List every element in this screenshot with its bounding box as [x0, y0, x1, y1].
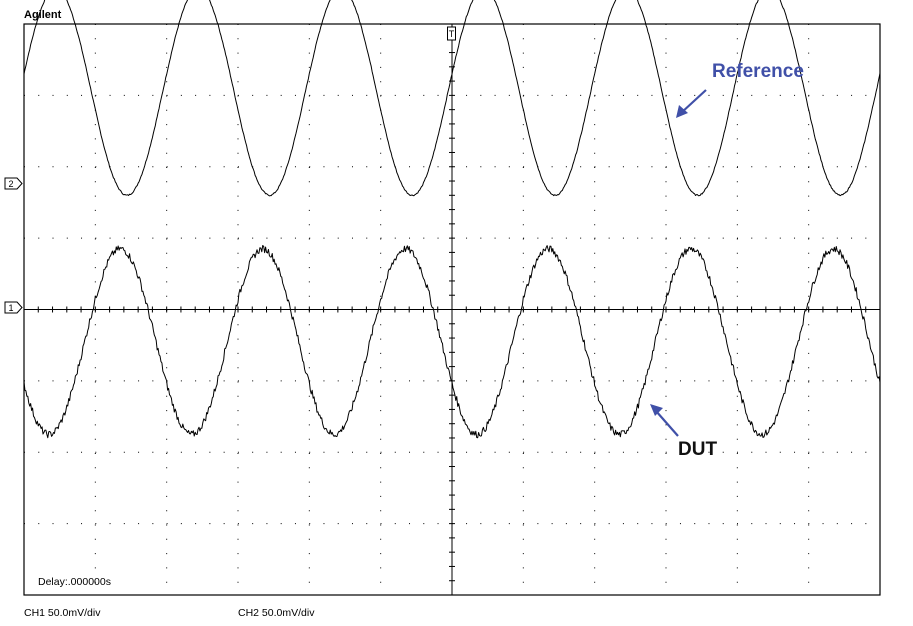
brand-label: Agilent [24, 9, 62, 21]
trace-layer [23, 0, 881, 439]
delay-readout: Delay:.000000s [38, 576, 111, 588]
ch1-ground-marker: 1 [4, 301, 23, 314]
ch2-ground-marker: 2 [4, 177, 23, 190]
trace-dut [23, 244, 881, 439]
reference-arrow [676, 89, 707, 118]
reference-annotation: Reference [712, 61, 804, 82]
trigger-marker: T [447, 26, 456, 41]
ch2-scale-label: CH2 50.0mV/div [238, 607, 315, 619]
dut-arrow [650, 404, 679, 437]
graticule [24, 24, 880, 595]
ch1-ground-marker-label: 1 [8, 303, 13, 313]
screen-border [23, 23, 881, 596]
ch1-scale-label: CH1 50.0mV/div [24, 607, 101, 619]
trigger-marker-label: T [449, 29, 455, 39]
ch2-ground-marker-label: 2 [8, 179, 13, 189]
dut-annotation: DUT [678, 439, 718, 460]
trace-reference [23, 0, 881, 197]
